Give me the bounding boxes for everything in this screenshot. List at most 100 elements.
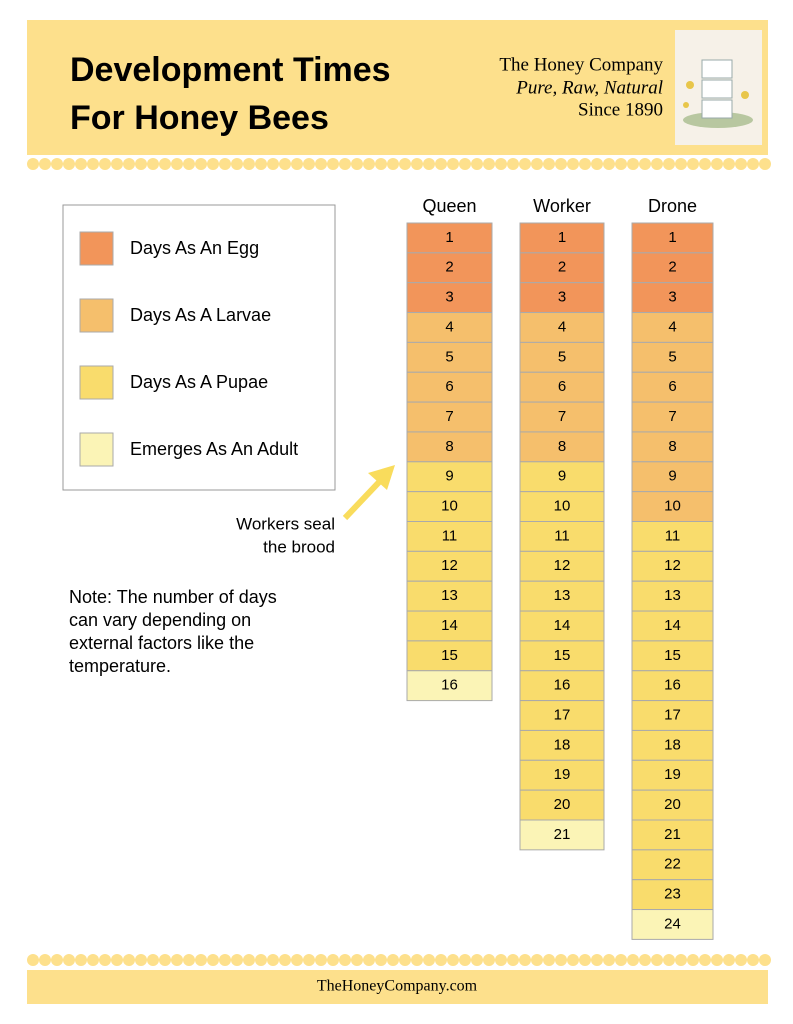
callout-text: Workers seal <box>236 514 335 533</box>
day-number: 7 <box>668 408 676 425</box>
comb-dot <box>159 158 171 170</box>
comb-dot <box>567 954 579 966</box>
comb-dot <box>159 954 171 966</box>
comb-dot <box>675 158 687 170</box>
comb-dot <box>99 158 111 170</box>
day-number: 9 <box>668 468 676 485</box>
day-cell <box>406 610 493 642</box>
day-number: 6 <box>668 378 676 395</box>
comb-dot <box>339 158 351 170</box>
legend-swatch <box>79 432 114 467</box>
comb-dot <box>183 954 195 966</box>
comb-dot <box>483 954 495 966</box>
day-number: 16 <box>664 677 681 694</box>
comb-dot <box>243 954 255 966</box>
header-band <box>27 20 768 155</box>
day-number: 20 <box>554 796 571 813</box>
comb-dot <box>279 954 291 966</box>
comb-dot <box>255 954 267 966</box>
comb-dot <box>99 954 111 966</box>
comb-dot <box>219 158 231 170</box>
day-number: 13 <box>554 587 571 604</box>
comb-dot <box>555 954 567 966</box>
day-cell <box>631 312 714 343</box>
comb-dot <box>315 954 327 966</box>
comb-dot <box>399 954 411 966</box>
title-line: For Honey Bees <box>70 99 329 137</box>
comb-dot <box>351 954 363 966</box>
note-line: Note: The number of days <box>69 587 277 607</box>
column-header: Drone <box>648 196 697 216</box>
comb-dot <box>627 158 639 170</box>
day-number: 7 <box>558 408 566 425</box>
comb-dot <box>63 158 75 170</box>
day-cell <box>406 431 493 463</box>
comb-dot <box>747 158 759 170</box>
day-number: 1 <box>558 229 566 246</box>
day-cell <box>406 491 493 522</box>
comb-dot <box>459 158 471 170</box>
comb-dot <box>123 954 135 966</box>
comb-dot <box>651 158 663 170</box>
day-cell <box>631 789 714 821</box>
comb-dot <box>543 158 555 170</box>
day-number: 17 <box>664 706 681 723</box>
title-line: Development Times <box>70 51 391 89</box>
day-number: 9 <box>445 468 453 485</box>
day-number: 17 <box>554 706 571 723</box>
comb-dot <box>675 954 687 966</box>
comb-dot <box>87 158 99 170</box>
comb-dot <box>519 954 531 966</box>
comb-dot <box>135 158 147 170</box>
day-cell <box>519 580 605 612</box>
day-number: 5 <box>445 348 453 365</box>
comb-dot <box>87 954 99 966</box>
day-number: 1 <box>445 229 453 246</box>
day-number: 4 <box>445 318 453 335</box>
comb-dot <box>195 954 207 966</box>
day-cell <box>406 222 493 254</box>
day-cell <box>631 759 714 791</box>
day-cell <box>631 700 714 731</box>
day-number: 16 <box>554 677 571 694</box>
comb-dot <box>435 158 447 170</box>
comb-dot <box>243 158 255 170</box>
day-cell <box>631 580 714 612</box>
day-cell <box>631 849 714 881</box>
comb-dot <box>267 954 279 966</box>
comb-dot <box>63 954 75 966</box>
note-line: temperature. <box>69 656 171 676</box>
day-number: 8 <box>445 438 453 455</box>
day-cell <box>406 341 493 373</box>
comb-dot <box>627 954 639 966</box>
comb-dot <box>339 954 351 966</box>
day-number: 8 <box>558 438 566 455</box>
day-cell <box>631 461 714 493</box>
legend-label: Days As A Pupae <box>130 372 268 392</box>
day-number: 19 <box>664 766 681 783</box>
comb-dot <box>147 954 159 966</box>
comb-dot <box>375 158 387 170</box>
day-number: 15 <box>554 647 571 664</box>
comb-dot <box>51 954 63 966</box>
day-number: 11 <box>665 527 681 544</box>
day-number: 3 <box>445 289 453 306</box>
arrow-head <box>368 465 395 490</box>
comb-dot <box>171 158 183 170</box>
comb-dot <box>411 954 423 966</box>
comb-dot <box>27 158 39 170</box>
comb-dot <box>471 954 483 966</box>
comb-dot <box>507 954 519 966</box>
comb-dot <box>615 158 627 170</box>
day-number: 6 <box>558 378 566 395</box>
day-number: 5 <box>668 348 676 365</box>
day-number: 13 <box>441 587 458 604</box>
day-number: 5 <box>558 348 566 365</box>
day-number: 19 <box>554 766 571 783</box>
day-cell <box>631 252 714 284</box>
day-cell <box>519 700 605 731</box>
footer-url: TheHoneyCompany.com <box>317 978 478 995</box>
legend-label: Days As An Egg <box>130 238 259 258</box>
comb-dot <box>531 954 543 966</box>
day-cell <box>631 819 714 851</box>
